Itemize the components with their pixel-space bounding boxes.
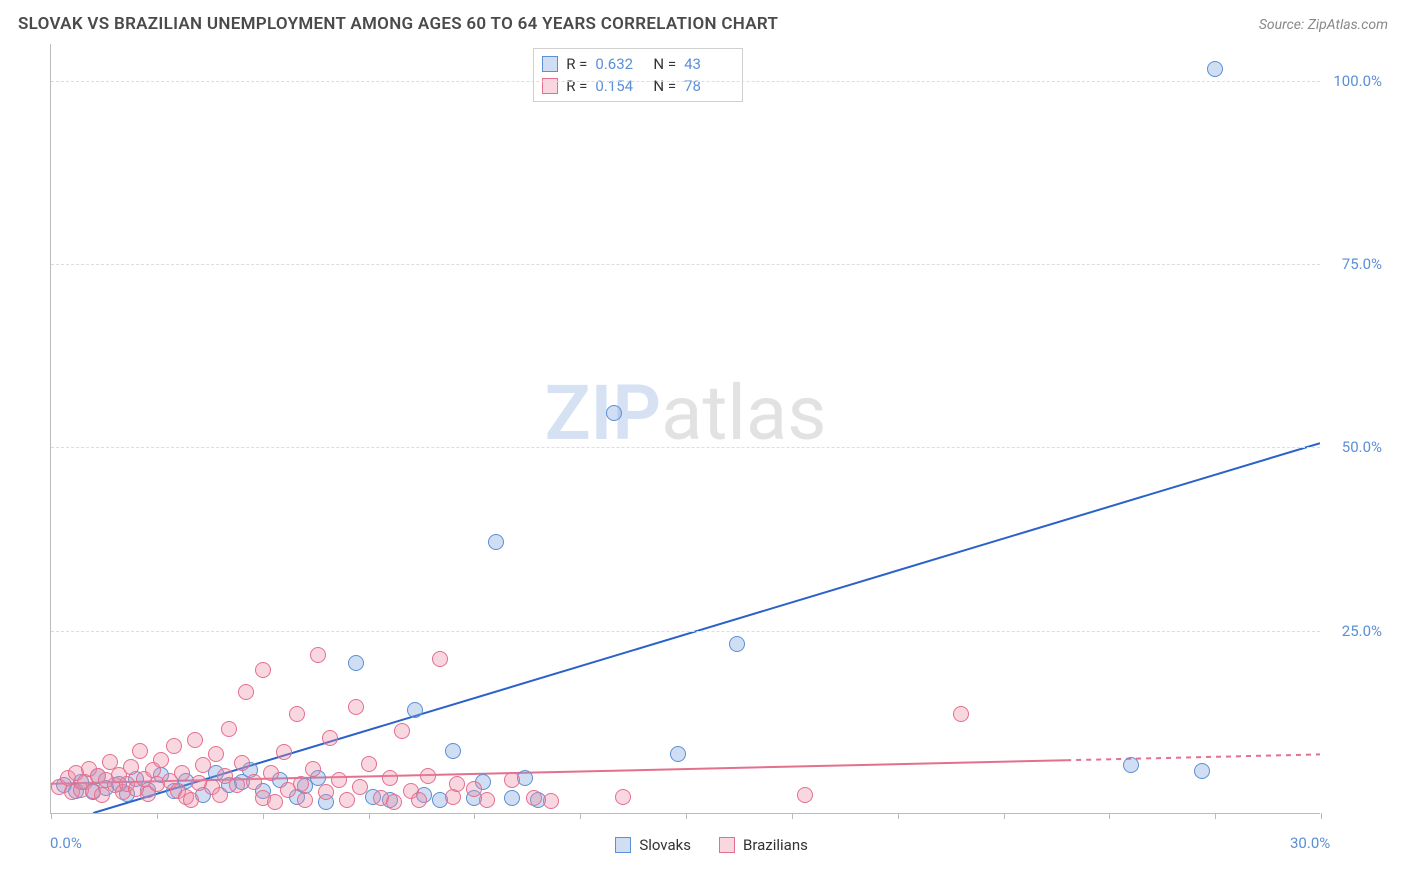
data-point	[166, 738, 182, 754]
data-point	[411, 792, 427, 808]
data-point	[229, 777, 245, 793]
watermark: ZIPatlas	[545, 368, 827, 458]
data-point	[543, 793, 559, 809]
data-point	[504, 772, 520, 788]
x-axis-min-label: 0.0%	[50, 834, 82, 852]
x-tick	[1321, 813, 1322, 819]
data-point	[246, 774, 262, 790]
gridline	[51, 631, 1320, 632]
series-swatch	[615, 837, 631, 853]
data-point	[212, 787, 228, 803]
legend-label: Brazilians	[743, 836, 808, 854]
data-point	[208, 746, 224, 762]
x-tick	[369, 813, 370, 819]
stats-legend-box: R = 0.632 N = 43 R =0.154N =78	[533, 48, 743, 102]
data-point	[297, 792, 313, 808]
data-point	[488, 534, 504, 550]
data-point	[263, 765, 279, 781]
data-point	[221, 721, 237, 737]
data-point	[322, 730, 338, 746]
data-point	[479, 792, 495, 808]
y-tick-label: 25.0%	[1342, 622, 1382, 640]
legend-item: Brazilians	[719, 836, 808, 854]
data-point	[382, 770, 398, 786]
data-point	[526, 790, 542, 806]
data-point	[449, 776, 465, 792]
x-tick	[686, 813, 687, 819]
x-tick	[1109, 813, 1110, 819]
x-tick	[157, 813, 158, 819]
series-legend: Slovaks Brazilians	[615, 836, 808, 854]
data-point	[289, 706, 305, 722]
scatter-plot: ZIPatlas R =0.632N =43R =0.154N =78 25.0…	[50, 44, 1320, 814]
data-point	[331, 772, 347, 788]
data-point	[606, 405, 622, 421]
data-point	[407, 702, 423, 718]
data-point	[305, 761, 321, 777]
data-point	[187, 732, 203, 748]
data-point	[348, 699, 364, 715]
gridline	[51, 81, 1320, 82]
data-point	[361, 756, 377, 772]
data-point	[153, 752, 169, 768]
stats-row: R =0.154N =78	[542, 75, 734, 97]
data-point	[432, 651, 448, 667]
data-point	[504, 790, 520, 806]
data-point	[339, 792, 355, 808]
data-point	[445, 743, 461, 759]
stat-r-value: 0.632	[595, 55, 645, 73]
data-point	[195, 757, 211, 773]
x-tick	[1004, 813, 1005, 819]
series-swatch	[542, 56, 558, 72]
x-tick	[51, 813, 52, 819]
x-tick	[580, 813, 581, 819]
data-point	[132, 743, 148, 759]
y-tick-label: 75.0%	[1342, 255, 1382, 273]
data-point	[174, 765, 190, 781]
stat-n-label: N =	[653, 55, 676, 73]
legend-item: Slovaks	[615, 836, 691, 854]
data-point	[729, 636, 745, 652]
y-tick-label: 50.0%	[1342, 438, 1382, 456]
chart-title: SLOVAK VS BRAZILIAN UNEMPLOYMENT AMONG A…	[18, 14, 778, 34]
data-point	[238, 684, 254, 700]
data-point	[670, 746, 686, 762]
x-axis-max-label: 30.0%	[1290, 834, 1330, 852]
data-point	[953, 706, 969, 722]
x-tick	[474, 813, 475, 819]
data-point	[318, 784, 334, 800]
data-point	[615, 789, 631, 805]
data-point	[234, 755, 250, 771]
x-tick	[898, 813, 899, 819]
data-point	[255, 662, 271, 678]
x-tick	[1215, 813, 1216, 819]
data-point	[293, 776, 309, 792]
legend-label: Slovaks	[639, 836, 691, 854]
data-point	[310, 647, 326, 663]
data-point	[420, 768, 436, 784]
gridline	[51, 447, 1320, 448]
source-label: Source: ZipAtlas.com	[1259, 17, 1388, 33]
data-point	[797, 787, 813, 803]
stats-row: R = 0.632 N = 43	[542, 53, 734, 75]
data-point	[394, 723, 410, 739]
stat-r-label: R =	[566, 55, 587, 73]
data-point	[352, 779, 368, 795]
x-tick	[792, 813, 793, 819]
data-point	[276, 744, 292, 760]
data-point	[267, 794, 283, 810]
data-point	[1123, 757, 1139, 773]
data-point	[183, 792, 199, 808]
data-point	[348, 655, 364, 671]
data-point	[386, 794, 402, 810]
stat-n-value: 43	[684, 55, 734, 73]
series-swatch	[719, 837, 735, 853]
data-point	[1194, 763, 1210, 779]
x-tick	[263, 813, 264, 819]
gridline	[51, 264, 1320, 265]
data-point	[1207, 61, 1223, 77]
y-tick-label: 100.0%	[1333, 72, 1382, 90]
